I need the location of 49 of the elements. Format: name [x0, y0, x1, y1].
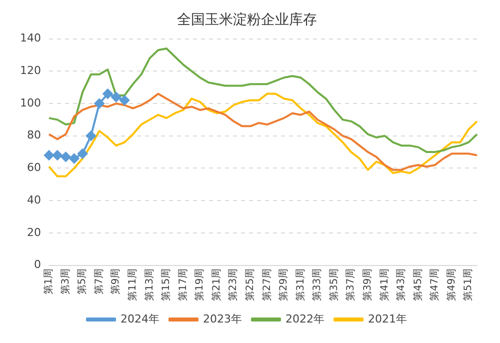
x-tick-label: 第41周 [378, 268, 390, 302]
x-tick-label: 第3周 [59, 268, 72, 295]
x-tick-label: 第7周 [92, 268, 105, 295]
y-tick-label: 80 [26, 128, 41, 142]
x-tick-label: 第9周 [110, 268, 122, 295]
x-tick-label: 第21周 [210, 268, 222, 302]
y-tick-label: 0 [34, 258, 41, 272]
legend-label: 2024年 [120, 312, 160, 326]
x-tick-label: 第33周 [311, 268, 324, 302]
point [86, 130, 96, 141]
x-tick-label: 第39周 [361, 268, 374, 302]
x-tick-label: 第11周 [126, 268, 139, 302]
x-tick-label: 第1周 [42, 268, 55, 295]
x-tick-label: 第43周 [395, 268, 408, 302]
x-tick-label: 第25周 [244, 268, 256, 302]
y-tick-label: 140 [20, 32, 41, 45]
x-tick-label: 第47周 [428, 268, 441, 302]
chart-title: 全国玉米淀粉企业库存 [177, 12, 317, 28]
point [60, 152, 71, 162]
x-tick-label: 第13周 [143, 268, 156, 302]
x-tick-label: 第37周 [344, 268, 357, 302]
point [52, 150, 62, 160]
x-tick-label: 第15周 [160, 268, 172, 302]
y-tick-label: 120 [20, 64, 41, 78]
y-tick-label: 100 [20, 96, 41, 110]
x-tick-label: 第5周 [76, 268, 88, 295]
legend-label: 2022年 [286, 312, 324, 326]
x-tick-label: 第31周 [294, 268, 306, 302]
legend-label: 2021年 [368, 312, 407, 326]
point [102, 88, 113, 99]
y-tick-label: 60 [26, 161, 41, 174]
x-tick-label: 第27周 [260, 268, 273, 302]
point [44, 150, 54, 160]
x-tick-label: 第29周 [278, 268, 290, 302]
point [94, 98, 104, 109]
point [120, 95, 130, 106]
x-tick-label: 第19周 [194, 268, 206, 302]
x-tick-label: 第45周 [412, 268, 424, 302]
x-tick-label: 第23周 [227, 268, 240, 302]
point [69, 154, 80, 164]
x-tick-label: 第49周 [445, 268, 458, 302]
legend-label: 2023年 [203, 312, 242, 326]
point [78, 148, 88, 159]
y-tick-label: 40 [26, 193, 41, 206]
point [111, 92, 122, 102]
x-tick-label: 第51周 [462, 268, 474, 302]
x-tick-label: 第35周 [328, 268, 340, 302]
y-tick-label: 20 [26, 226, 41, 239]
x-tick-label: 第17周 [176, 268, 189, 302]
